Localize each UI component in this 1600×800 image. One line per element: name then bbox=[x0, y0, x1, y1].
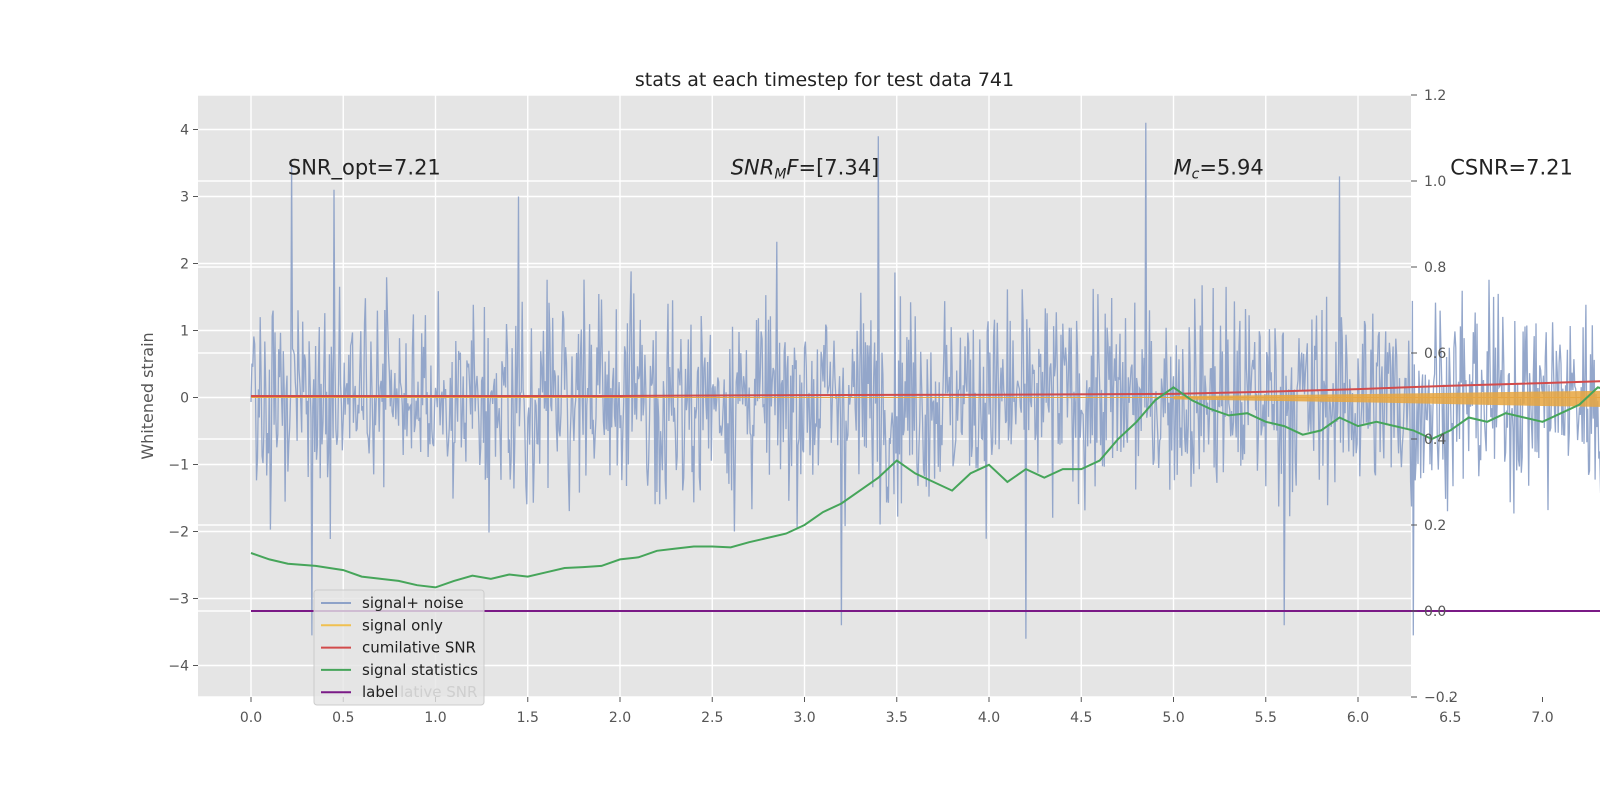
legend-entry: signal only bbox=[362, 616, 443, 634]
x-tick-label: 3.0 bbox=[793, 710, 815, 726]
legend-hidden-text-overlay: lative SNR bbox=[400, 683, 477, 701]
x-tick-label: 4.0 bbox=[978, 710, 1000, 726]
y-tick-label: 4 bbox=[180, 123, 189, 139]
y2-tick-label: 0.4 bbox=[1424, 432, 1446, 448]
y-tick-label: −1 bbox=[168, 458, 189, 474]
series-signal-only bbox=[251, 390, 1600, 407]
y-tick-label: 2 bbox=[180, 257, 189, 273]
noise-trace bbox=[250, 122, 1600, 639]
x-tick-label: 6.5 bbox=[1439, 710, 1461, 726]
x-axis-ticks: 0.0 0.5 1.0 1.5 2.0 2.5 3.0 3.5 4.0 4.5 5.0 5.5 6.0 6… bbox=[240, 697, 1554, 726]
y-tick-label: 1 bbox=[180, 324, 189, 340]
x-tick-label: 4.5 bbox=[1070, 710, 1092, 726]
annotation-text: SNR_opt=7.21 bbox=[288, 155, 441, 180]
y2-tick-label: 0.2 bbox=[1424, 518, 1446, 534]
x-tick-label: 5.0 bbox=[1162, 710, 1184, 726]
y-tick-label: −2 bbox=[168, 525, 189, 541]
x-tick-label: 3.5 bbox=[886, 710, 908, 726]
x-tick-label: 0.0 bbox=[240, 710, 262, 726]
annotation-text: CSNR=7.21 bbox=[1450, 155, 1573, 179]
y2-tick-label: 1.2 bbox=[1424, 88, 1446, 104]
right-axis-series bbox=[250, 380, 1600, 612]
y2-tick-label: 0.0 bbox=[1424, 604, 1446, 620]
y-axis-label: Whitened strain bbox=[138, 332, 157, 459]
x-tick-label: 6.0 bbox=[1347, 710, 1369, 726]
x-tick-label: 1.0 bbox=[424, 710, 446, 726]
y-tick-label: −3 bbox=[168, 592, 189, 608]
annotations: SNR_opt=7.21 SNRMF=[7.34] Mc=5.94 CSNR=7.21 bbox=[288, 155, 1573, 182]
signal-only-envelope bbox=[1173, 390, 1600, 407]
legend-box bbox=[313, 589, 485, 706]
x-tick-label: 0.5 bbox=[332, 710, 354, 726]
chart-title: stats at each timestep for test data 741 bbox=[635, 69, 1014, 91]
legend-entry: signal+ noise bbox=[362, 594, 464, 612]
x-tick-label: 2.5 bbox=[701, 710, 723, 726]
y-tick-label: −4 bbox=[168, 659, 189, 675]
series-cumulative-snr bbox=[251, 380, 1600, 397]
x-tick-label: 7.0 bbox=[1531, 710, 1553, 726]
y-tick-label: 0 bbox=[180, 391, 189, 407]
series-signal-statistics bbox=[250, 386, 1600, 589]
legend-entry: signal statistics bbox=[362, 661, 478, 679]
y2-tick-label: 0.8 bbox=[1424, 260, 1446, 276]
y-tick-label: 3 bbox=[180, 190, 189, 206]
y2-axis-ticks: 1.2 1.0 0.8 0.6 0.4 0.2 0.0 −0.2 bbox=[1411, 88, 1458, 706]
legend-entry: label bbox=[362, 683, 398, 701]
y2-tick-label: 0.6 bbox=[1424, 346, 1446, 362]
annotation-text: Mc=5.94 bbox=[1174, 155, 1264, 182]
annotation-text: SNRMF=[7.34] bbox=[731, 155, 880, 182]
x-tick-label: 1.5 bbox=[517, 710, 539, 726]
y2-tick-label: 1.0 bbox=[1424, 174, 1446, 190]
legend-entry: cumilative SNR bbox=[362, 639, 476, 657]
series-signal-noise bbox=[250, 122, 1600, 639]
y-axis-ticks: 4 3 2 1 0 −1 −2 −3 −4 bbox=[168, 123, 198, 675]
x-tick-label: 2.0 bbox=[609, 710, 631, 726]
x-tick-label: 5.5 bbox=[1255, 710, 1277, 726]
y2-tick-label: −0.2 bbox=[1424, 690, 1458, 706]
